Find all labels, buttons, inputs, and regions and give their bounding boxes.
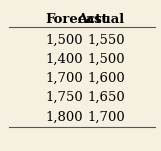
Text: 1,650: 1,650 [87, 91, 125, 104]
Text: 1,500: 1,500 [46, 33, 83, 46]
Text: 1,800: 1,800 [46, 111, 83, 124]
Text: Forecast: Forecast [46, 13, 109, 26]
Text: 1,550: 1,550 [87, 33, 125, 46]
Text: 1,700: 1,700 [87, 111, 125, 124]
Text: 1,750: 1,750 [46, 91, 83, 104]
Text: 1,400: 1,400 [46, 53, 83, 66]
Text: 1,500: 1,500 [87, 53, 125, 66]
Text: Actual: Actual [78, 13, 125, 26]
Text: 1,600: 1,600 [87, 72, 125, 85]
Text: 1,700: 1,700 [46, 72, 83, 85]
